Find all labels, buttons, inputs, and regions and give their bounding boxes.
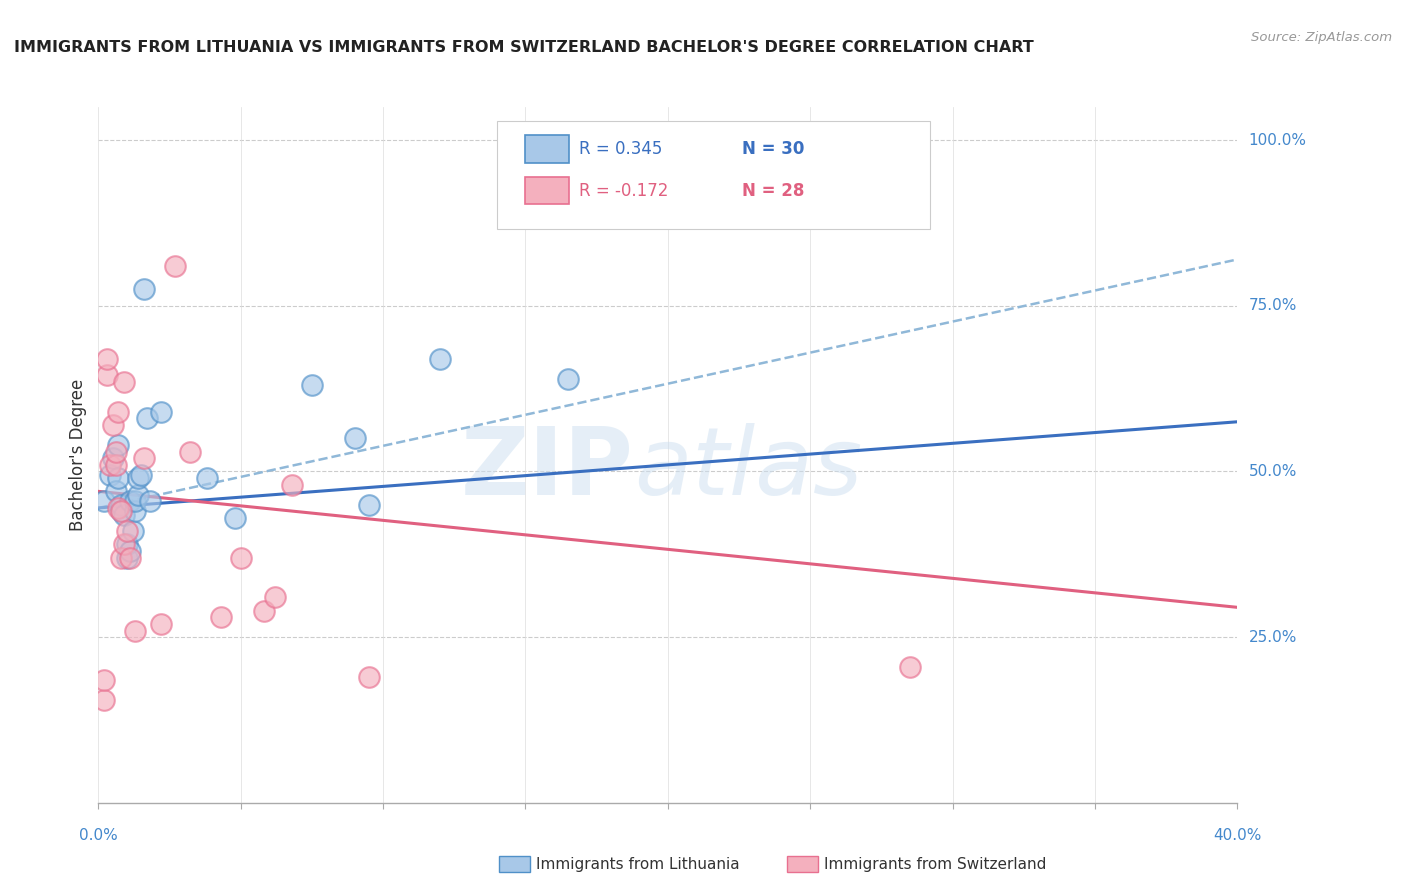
Point	[150, 405, 173, 419]
Point	[129, 467, 152, 482]
Point	[112, 375, 135, 389]
Point	[101, 451, 124, 466]
Point	[115, 524, 138, 538]
FancyBboxPatch shape	[498, 121, 929, 229]
Point	[124, 624, 146, 638]
Point	[107, 471, 129, 485]
Point	[118, 544, 141, 558]
Point	[101, 418, 124, 433]
FancyBboxPatch shape	[526, 177, 569, 204]
Point	[343, 431, 366, 445]
Point	[357, 670, 380, 684]
Point	[252, 604, 274, 618]
Point	[110, 504, 132, 518]
Point	[165, 259, 187, 273]
Text: 100.0%: 100.0%	[1249, 133, 1306, 148]
Point	[98, 467, 121, 482]
Point	[281, 477, 304, 491]
Point	[93, 693, 115, 707]
Point	[124, 504, 146, 518]
Text: Immigrants from Switzerland: Immigrants from Switzerland	[824, 857, 1046, 871]
Point	[135, 411, 157, 425]
Point	[124, 494, 146, 508]
Point	[264, 591, 287, 605]
Text: Immigrants from Lithuania: Immigrants from Lithuania	[536, 857, 740, 871]
Point	[110, 550, 132, 565]
Point	[121, 524, 143, 538]
FancyBboxPatch shape	[526, 135, 569, 162]
Text: N = 28: N = 28	[742, 182, 804, 200]
Point	[209, 610, 232, 624]
Text: 50.0%: 50.0%	[1249, 464, 1296, 479]
Point	[229, 550, 252, 565]
Text: ZIP: ZIP	[461, 423, 634, 515]
Point	[118, 550, 141, 565]
Point	[104, 458, 127, 472]
Point	[104, 484, 127, 499]
Point	[98, 458, 121, 472]
Point	[429, 351, 451, 366]
Point	[357, 498, 380, 512]
Text: R = 0.345: R = 0.345	[579, 140, 662, 158]
Point	[110, 504, 132, 518]
Point	[195, 471, 218, 485]
Text: 25.0%: 25.0%	[1249, 630, 1296, 645]
Point	[107, 500, 129, 515]
Text: atlas: atlas	[634, 424, 862, 515]
Y-axis label: Bachelor's Degree: Bachelor's Degree	[69, 379, 87, 531]
Point	[96, 351, 118, 366]
Point	[107, 438, 129, 452]
Point	[132, 451, 155, 466]
Point	[93, 673, 115, 688]
Point	[301, 378, 323, 392]
Point	[224, 511, 246, 525]
Point	[112, 508, 135, 522]
Point	[132, 282, 155, 296]
Point	[150, 616, 173, 631]
Point	[557, 372, 579, 386]
Point	[127, 471, 149, 485]
Point	[118, 494, 141, 508]
Point	[96, 368, 118, 383]
Text: 40.0%: 40.0%	[1213, 828, 1261, 843]
Point	[179, 444, 201, 458]
Point	[127, 488, 149, 502]
Point	[112, 537, 135, 551]
Point	[93, 494, 115, 508]
Text: IMMIGRANTS FROM LITHUANIA VS IMMIGRANTS FROM SWITZERLAND BACHELOR'S DEGREE CORRE: IMMIGRANTS FROM LITHUANIA VS IMMIGRANTS …	[14, 40, 1033, 55]
Text: 75.0%: 75.0%	[1249, 298, 1296, 313]
Point	[138, 494, 160, 508]
Point	[110, 498, 132, 512]
Text: Source: ZipAtlas.com: Source: ZipAtlas.com	[1251, 31, 1392, 45]
Point	[115, 550, 138, 565]
Text: R = -0.172: R = -0.172	[579, 182, 668, 200]
Point	[107, 405, 129, 419]
Point	[115, 537, 138, 551]
Text: 0.0%: 0.0%	[79, 828, 118, 843]
Point	[898, 660, 921, 674]
Point	[104, 444, 127, 458]
Text: N = 30: N = 30	[742, 140, 804, 158]
